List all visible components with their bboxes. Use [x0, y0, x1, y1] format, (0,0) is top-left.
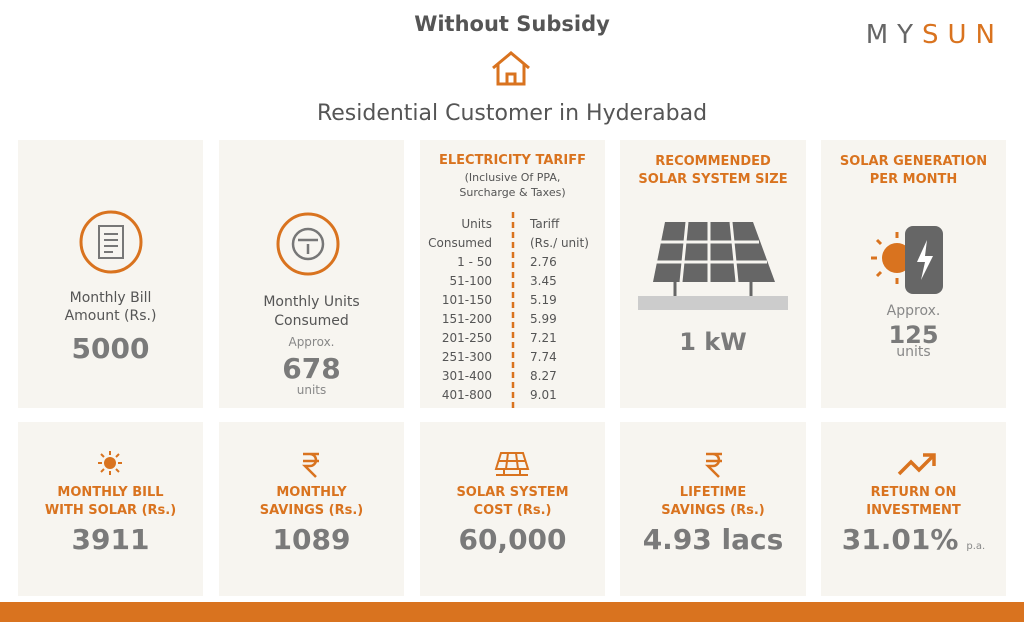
tariff-rate: 9.01 [530, 388, 557, 402]
card: LIFETIME SAVINGS (Rs.) 4.93 lacs [620, 422, 806, 596]
result-title: SAVINGS (Rs.) [259, 503, 364, 518]
card: SOLAR SYSTEM COST (Rs.) 60,000 [420, 422, 605, 596]
card: RETURN ON INVESTMENT 31.01% p.a. [821, 422, 1006, 596]
label: Consumed [274, 313, 349, 329]
card-title: PER MONTH [869, 172, 958, 187]
result-value: 1089 [272, 523, 351, 556]
result-title: COST (Rs.) [473, 503, 552, 518]
card: SOLAR GENERATION PER MONTH Approx. 125 u… [821, 140, 1006, 408]
result-value: 31.01% p.a. [841, 523, 986, 556]
tariff-rate: 7.74 [530, 350, 557, 364]
tariff-card: ELECTRICITY TARIFF (Inclusive Of PPA, Su… [420, 140, 605, 408]
card-title: SOLAR SYSTEM SIZE [638, 172, 788, 187]
result-title: MONTHLY [276, 485, 347, 500]
units-range: 251-300 [441, 350, 492, 364]
logo: MYSUN [866, 20, 1004, 50]
label: Amount (Rs.) [64, 308, 157, 324]
approx: Approx. [288, 335, 335, 349]
col-head: Consumed [428, 236, 492, 250]
bill-icon [79, 210, 143, 274]
value: 678 [282, 352, 341, 385]
meter-icon [276, 212, 340, 276]
card: RECOMMENDED SOLAR SYSTEM SIZE 1 kW [620, 140, 806, 408]
generation-icon [871, 226, 943, 294]
units-range: 401-800 [441, 388, 492, 402]
result-value: 3911 [71, 523, 150, 556]
rupee-icon [704, 452, 722, 478]
result-title: SAVINGS (Rs.) [661, 503, 765, 518]
units-range: 1 - 50 [457, 255, 492, 269]
suffix: p.a. [966, 541, 986, 552]
card: MONTHLY SAVINGS (Rs.) 1089 [219, 422, 404, 596]
result-value: 4.93 lacs [642, 523, 784, 556]
rupee-icon [301, 452, 319, 478]
units-range: 201-250 [441, 331, 492, 345]
col-head: Units [461, 217, 492, 231]
result-title: INVESTMENT [866, 503, 961, 518]
units-range: 51-100 [449, 274, 492, 288]
unit: units [296, 383, 327, 397]
result-title: LIFETIME [679, 485, 747, 500]
tariff-rate: 3.45 [530, 274, 557, 288]
tariff-rate: 7.21 [530, 331, 557, 345]
note: (Inclusive Of PPA, [464, 171, 561, 184]
note: Surcharge & Taxes) [459, 186, 566, 199]
card-title: RECOMMENDED [655, 154, 771, 169]
card: MONTHLY BILL WITH SOLAR (Rs.) 3911 [18, 422, 203, 596]
growth-icon [897, 453, 936, 476]
result-title: WITH SOLAR (Rs.) [44, 503, 177, 518]
tariff-rate: 2.76 [530, 255, 557, 269]
units-range: 301-400 [441, 369, 492, 383]
divider [511, 212, 515, 408]
tariff-title: ELECTRICITY TARIFF [438, 153, 586, 168]
panel-small-icon [494, 452, 530, 476]
tariff-rate: 5.99 [530, 312, 557, 326]
units-range: 101-150 [441, 293, 492, 307]
label: Monthly Units [263, 294, 360, 310]
col-head: (Rs./ unit) [530, 236, 589, 250]
value: 125 [888, 321, 939, 349]
footer-bar [0, 602, 1024, 622]
card: Monthly Units Consumed Approx. 678 units [219, 140, 404, 408]
tariff-rate: 5.19 [530, 293, 557, 307]
house-icon [492, 51, 530, 86]
card-title: SOLAR GENERATION [839, 154, 988, 169]
col-head: Tariff [530, 217, 560, 231]
result-title: RETURN ON [870, 485, 957, 500]
subtitle: Residential Customer in Hyderabad [316, 101, 708, 126]
panel-icon [638, 221, 788, 310]
logo-sun: SUN [922, 20, 1004, 50]
value: 5000 [71, 332, 150, 365]
approx: Approx. [886, 303, 941, 319]
sun-icon [98, 451, 122, 475]
result-title: MONTHLY BILL [57, 485, 164, 500]
units-range: 151-200 [441, 312, 492, 326]
unit: units [896, 344, 931, 360]
card: Monthly Bill Amount (Rs.) 5000 [18, 140, 203, 408]
title: Without Subsidy [414, 12, 610, 36]
label: Monthly Bill [69, 290, 152, 306]
tariff-rate: 8.27 [530, 369, 557, 383]
result-title: SOLAR SYSTEM [456, 485, 569, 500]
value: 1 kW [679, 328, 747, 356]
result-value: 60,000 [458, 523, 567, 556]
logo-my: MY [865, 20, 923, 50]
